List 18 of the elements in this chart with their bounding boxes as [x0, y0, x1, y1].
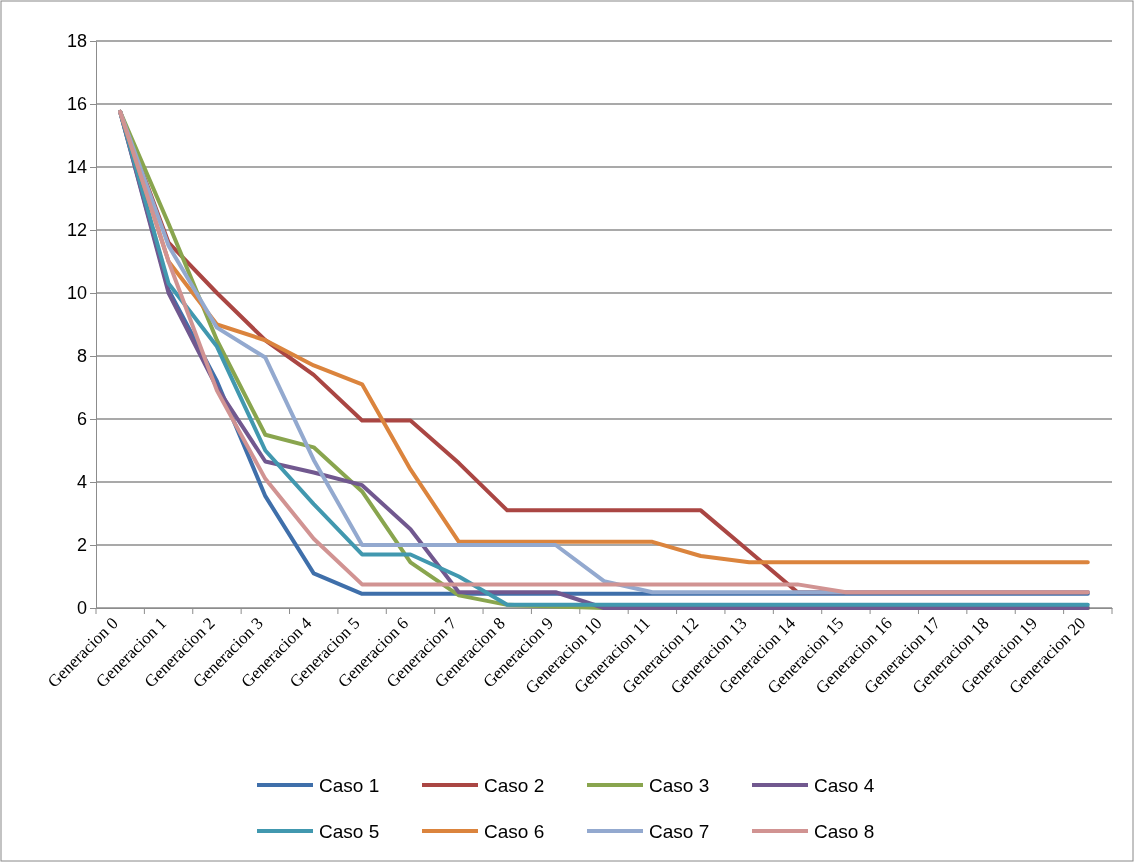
- y-tick-label: 18: [66, 31, 87, 52]
- y-tick-label: 0: [76, 598, 87, 619]
- legend-label: Caso 5: [319, 820, 380, 842]
- legend-label: Caso 7: [649, 820, 710, 842]
- y-tick-label: 16: [66, 94, 87, 115]
- y-tick-label: 8: [76, 346, 87, 367]
- y-tick-label: 14: [66, 157, 87, 178]
- y-tick-label: 12: [66, 220, 87, 241]
- legend-label: Caso 3: [649, 774, 710, 796]
- y-tick-label: 4: [76, 472, 87, 493]
- y-tick-label: 2: [76, 535, 87, 556]
- legend-label: Caso 4: [814, 774, 875, 796]
- legend-label: Caso 6: [484, 820, 545, 842]
- y-tick-label: 10: [66, 283, 87, 304]
- legend-label: Caso 8: [814, 820, 875, 842]
- legend-label: Caso 2: [484, 774, 545, 796]
- legend-label: Caso 1: [319, 774, 380, 796]
- y-tick-label: 6: [76, 409, 87, 430]
